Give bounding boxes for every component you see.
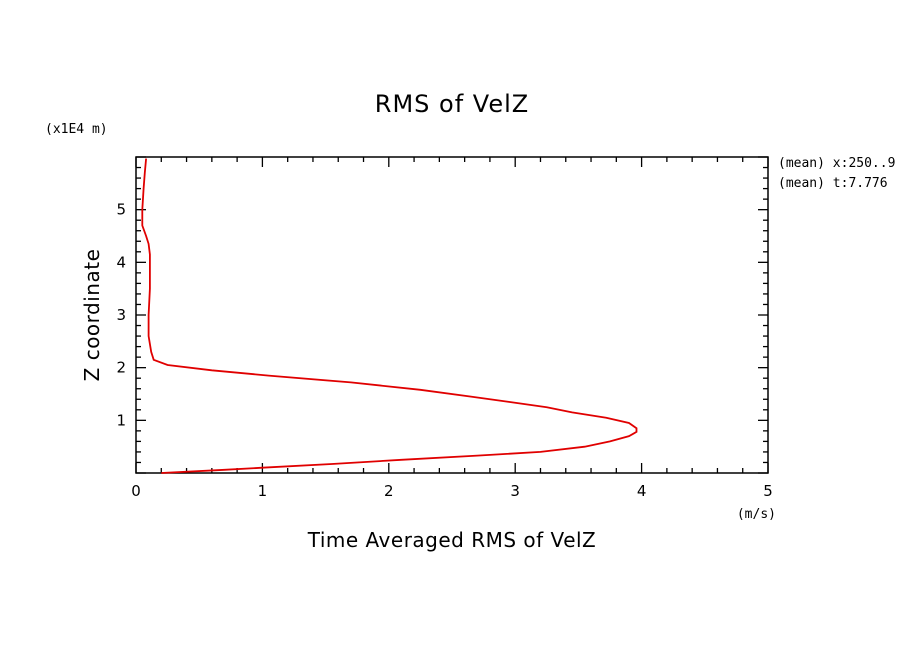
x-tick-label: 0 <box>131 482 141 500</box>
x-axis-unit: (m/s) <box>737 507 776 522</box>
y-tick-label: 2 <box>116 359 126 377</box>
annotation-mean-x: (mean) x:250..9 <box>778 156 895 171</box>
x-tick-label: 4 <box>637 482 647 500</box>
y-axis-unit: (x1E4 m) <box>45 122 108 137</box>
y-tick-label: 4 <box>116 253 126 271</box>
y-axis-label: Z coordinate <box>80 249 104 382</box>
x-tick-label: 5 <box>763 482 773 500</box>
series-line <box>141 158 638 474</box>
y-tick-label: 5 <box>116 201 126 219</box>
x-tick-label: 3 <box>510 482 520 500</box>
plot-frame <box>135 156 769 474</box>
annotation-mean-t: (mean) t:7.776 <box>778 176 888 191</box>
y-tick-label: 3 <box>116 306 126 324</box>
y-tick-label: 1 <box>116 411 126 429</box>
x-axis-label: Time Averaged RMS of VelZ <box>307 528 597 552</box>
x-tick-label: 1 <box>258 482 268 500</box>
chart-title: RMS of VelZ <box>375 90 529 118</box>
x-tick-label: 2 <box>384 482 394 500</box>
